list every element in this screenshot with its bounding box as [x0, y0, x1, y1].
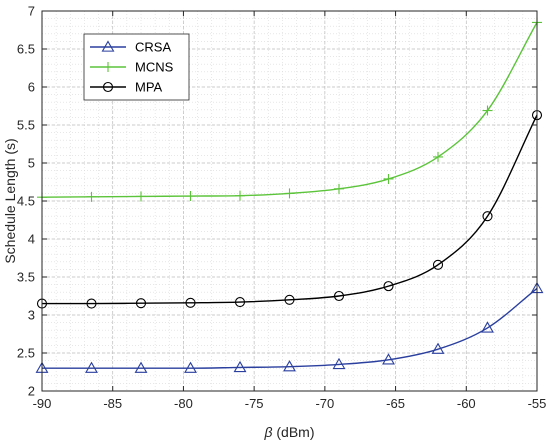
point-mpa [185, 297, 196, 308]
point-mpa [383, 281, 394, 292]
point-crsa [233, 360, 247, 373]
legend: CRSA MCNS MPA [83, 33, 190, 101]
x-tick-label: -85 [103, 396, 122, 411]
point-mcns [185, 191, 196, 202]
x-tick-label: -80 [174, 396, 193, 411]
point-crsa [431, 342, 445, 354]
tick-marks [41, 10, 538, 392]
x-axis-symbol: β [264, 424, 273, 440]
legend-marker-crsa [101, 40, 115, 52]
point-mpa [482, 211, 493, 222]
y-tick-label: 4 [28, 232, 35, 247]
point-mpa [234, 297, 246, 308]
y-tick-label: 6 [28, 80, 35, 95]
legend-item-mcns: MCNS [90, 60, 174, 75]
x-tick-label: -75 [245, 396, 264, 411]
series-line-mpa [42, 114, 538, 305]
legend-marker-mcns [103, 62, 113, 72]
legend-label-mpa: MPA [135, 80, 163, 95]
series-line-crsa [42, 287, 538, 369]
x-tick-labels: -90 -85 -80 -75 -70 -65 -60 -55 [33, 396, 547, 411]
point-crsa [283, 360, 296, 372]
x-tick-label: -55 [528, 396, 547, 411]
y-tick-label: 4.5 [17, 194, 35, 209]
point-crsa [332, 357, 346, 370]
y-tick-labels: 2 2.5 3 3.5 4 4.5 5 5.5 6 6.5 7 [17, 4, 35, 399]
y-tick-label: 6.5 [17, 42, 35, 57]
point-mpa [86, 298, 97, 309]
y-tick-label: 3 [28, 308, 35, 323]
y-axis-label: Schedule Length (s) [2, 138, 18, 263]
x-axis-label: β (dBm) [264, 424, 315, 440]
point-mcns [383, 173, 394, 184]
point-crsa [382, 353, 395, 365]
y-tick-label: 2.5 [17, 346, 35, 361]
y-tick-label: 5 [28, 156, 35, 171]
point-mcns [86, 191, 97, 202]
x-tick-label: -65 [386, 396, 405, 411]
point-mcns [136, 191, 146, 202]
legend-item-crsa: CRSA [90, 40, 171, 55]
point-mcns [433, 151, 443, 162]
y-tick-label: 7 [28, 4, 35, 19]
series-line-mcns [41, 22, 538, 198]
point-crsa [85, 361, 98, 373]
legend-label-crsa: CRSA [135, 40, 171, 55]
legend-marker-mpa [102, 81, 114, 93]
point-mpa [432, 259, 444, 270]
point-crsa [481, 321, 494, 333]
x-tick-label: -60 [457, 396, 476, 411]
series-mpa [36, 110, 543, 309]
x-axis-unit: (dBm) [273, 424, 315, 440]
point-crsa [184, 361, 197, 373]
x-tick-label: -70 [315, 396, 334, 411]
point-mcns [334, 183, 344, 194]
point-mcns [284, 188, 295, 199]
x-tick-label: -90 [33, 396, 52, 411]
legend-label-mcns: MCNS [135, 60, 174, 75]
point-mpa [284, 294, 295, 305]
point-mpa [333, 290, 345, 302]
point-mcns [235, 190, 245, 201]
point-crsa [134, 361, 148, 373]
legend-item-mpa: MPA [90, 80, 163, 95]
y-tick-label: 5.5 [17, 118, 35, 133]
point-mcns [482, 105, 493, 116]
series-crsa [35, 281, 544, 373]
y-tick-label: 2 [28, 384, 35, 399]
point-mpa [135, 298, 147, 309]
y-tick-label: 3.5 [17, 270, 35, 285]
